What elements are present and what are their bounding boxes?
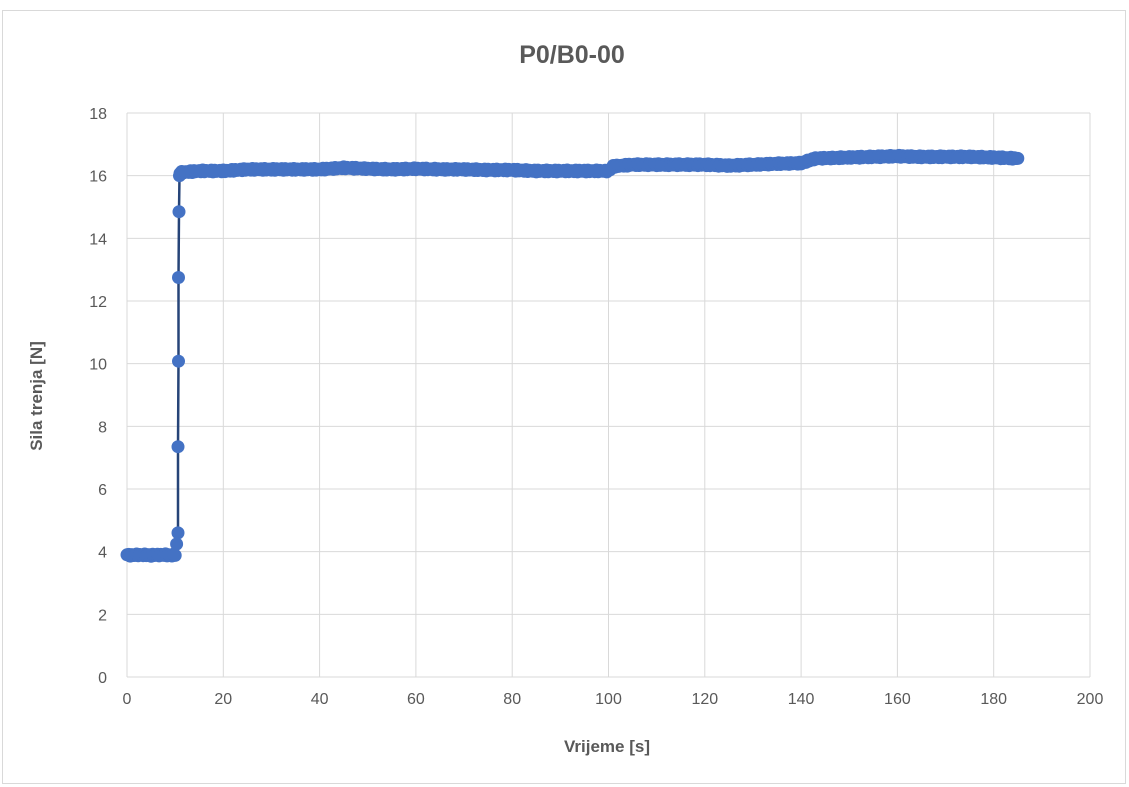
data-point [168,548,182,562]
data-point [171,440,185,454]
data-point [171,526,185,540]
x-tick-label: 0 [123,691,132,708]
data-point [170,537,184,551]
x-tick-label: 40 [311,691,329,708]
x-tick-label: 160 [884,691,911,708]
x-tick-label: 60 [407,691,425,708]
gridlines [126,112,1091,678]
data-point [172,354,185,368]
y-tick-label: 16 [89,169,107,186]
y-tick-label: 12 [89,294,107,311]
series-line [126,153,1018,559]
y-axis-title: Sila trenja [N] [27,341,46,451]
chart-title: P0/B0-00 [519,41,625,69]
data-point [172,205,186,219]
x-tick-label: 180 [980,691,1007,708]
y-tick-label: 18 [89,106,107,123]
y-tick-label: 4 [98,545,107,562]
data-point [1011,151,1025,165]
y-tick-label: 0 [98,670,107,687]
x-axis-title: Vrijeme [s] [564,737,650,756]
y-tick-label: 2 [98,607,107,624]
x-tick-label: 100 [595,691,622,708]
series-layer [120,148,1025,563]
x-tick-label: 20 [214,691,232,708]
x-tick-label: 120 [691,691,718,708]
x-tick-labels: 0 20 40 60 80 100 120 140 160 180 200 [123,691,1104,708]
y-tick-label: 10 [89,357,107,374]
y-tick-label: 8 [98,419,107,436]
y-tick-labels: 0 2 4 6 8 10 12 14 16 18 [89,106,107,687]
y-tick-label: 14 [89,231,107,248]
chart-frame [2,10,1126,784]
x-tick-label: 140 [788,691,815,708]
x-tick-label: 200 [1077,691,1104,708]
data-point [172,271,185,284]
y-tick-label: 6 [98,482,107,499]
x-tick-label: 80 [503,691,521,708]
